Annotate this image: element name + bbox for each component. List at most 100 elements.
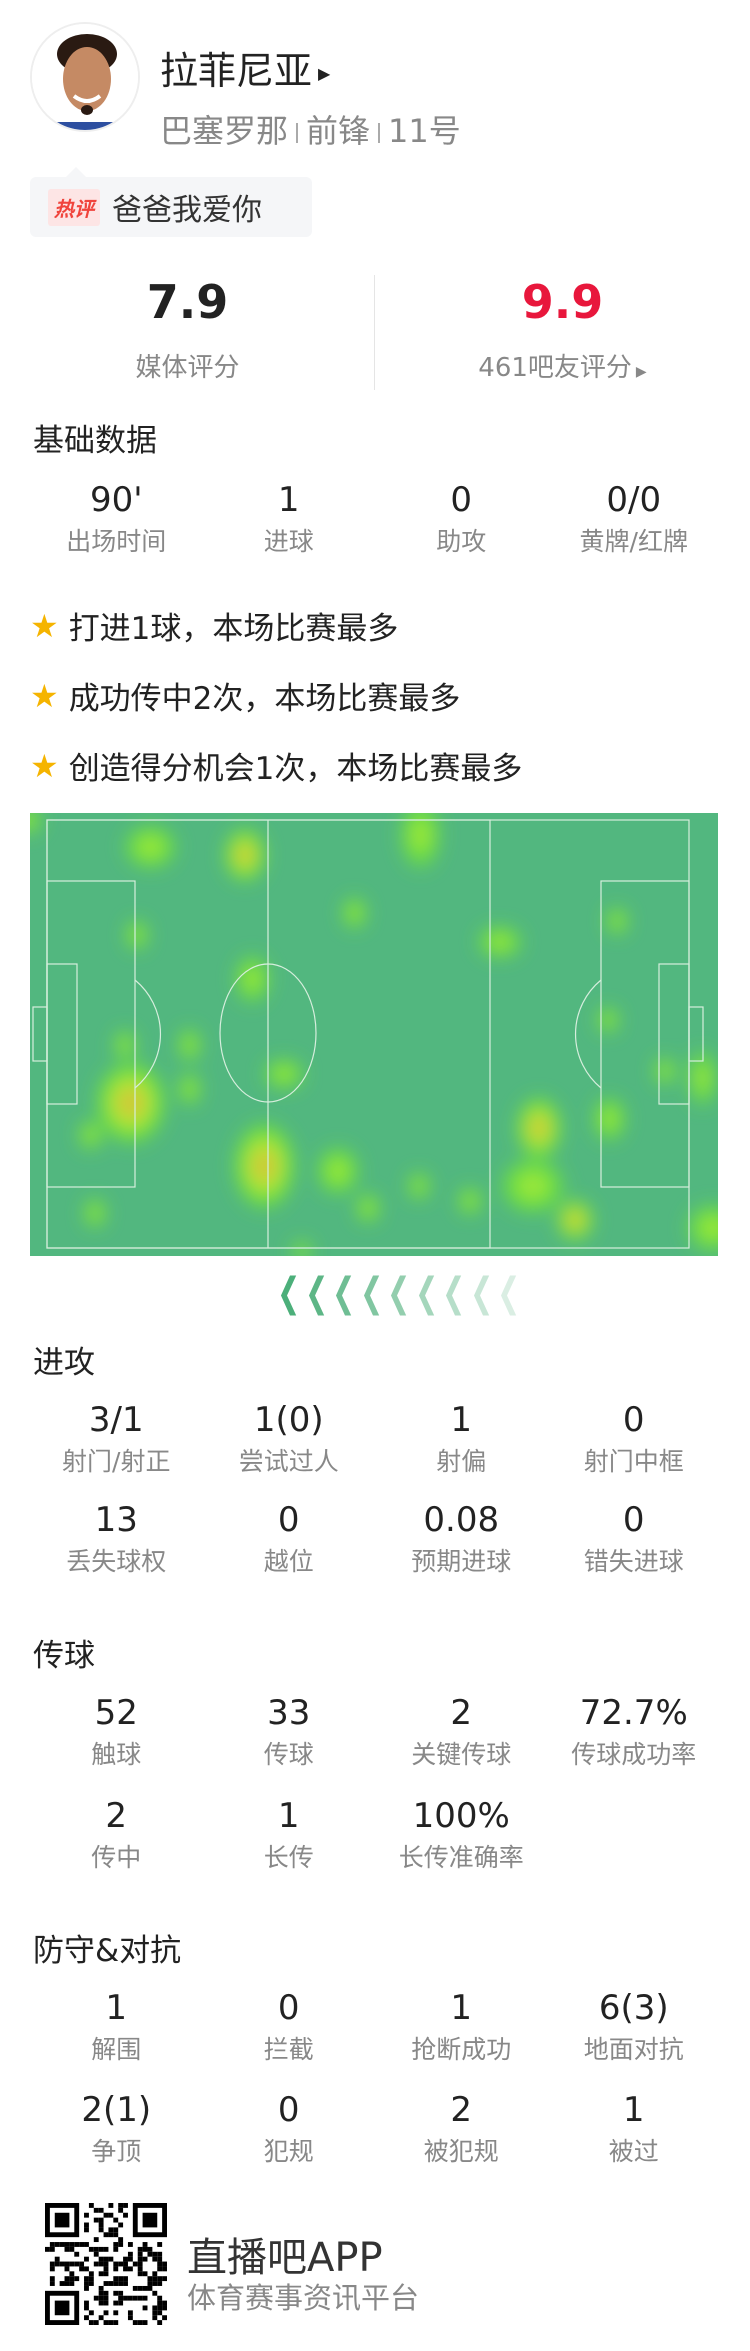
stat-label: 犯规 bbox=[263, 2137, 314, 2166]
fan-rating-label: 461吧友评分 bbox=[478, 353, 632, 383]
chevron-left-icon: ❮ bbox=[497, 1270, 521, 1316]
fan-rating[interactable]: 9.9 461吧友评分 ▶ bbox=[375, 275, 750, 384]
stat-label: 被犯规 bbox=[423, 2137, 499, 2166]
stat-item: 2 被犯规 bbox=[375, 2090, 548, 2168]
heat-spot bbox=[314, 1144, 362, 1198]
stat-item: 0 射门中框 bbox=[548, 1400, 721, 1478]
stat-value: 52 bbox=[94, 1693, 138, 1733]
chevron-left-icon: ❮ bbox=[277, 1270, 301, 1316]
heat-spot bbox=[497, 1155, 569, 1217]
heat-spot bbox=[262, 1057, 306, 1091]
player-name: 拉菲尼亚 bbox=[160, 49, 313, 93]
stat-value: 0 bbox=[277, 2090, 300, 2130]
stat-label: 长传准确率 bbox=[398, 1843, 524, 1872]
stat-value: 2 bbox=[450, 2090, 473, 2130]
heat-spot bbox=[177, 1026, 202, 1064]
media-rating-label: 媒体评分 bbox=[135, 353, 240, 383]
heat-spot bbox=[514, 1095, 564, 1161]
stat-label: 射偏 bbox=[436, 1447, 487, 1476]
heat-spot bbox=[456, 1185, 484, 1217]
heat-spot bbox=[595, 1005, 621, 1035]
position: 前锋 bbox=[306, 112, 371, 150]
stat-item: 1 解围 bbox=[30, 1988, 203, 2066]
stat-item: 1 射偏 bbox=[375, 1400, 548, 1478]
app-slogan: 体育赛事资讯平台 bbox=[187, 2281, 420, 2315]
heat-spot bbox=[354, 1191, 382, 1225]
heat-spot bbox=[223, 826, 267, 884]
stat-item: 72.7% 传球成功率 bbox=[548, 1693, 721, 1771]
section-title-basic: 基础数据 bbox=[33, 423, 157, 459]
stat-value: 2(1) bbox=[81, 2090, 152, 2130]
stat-label: 预期进球 bbox=[411, 1547, 512, 1576]
divider bbox=[296, 123, 299, 143]
fan-rating-value: 9.9 bbox=[521, 275, 604, 329]
heat-spot bbox=[591, 1094, 628, 1144]
stat-value: 1 bbox=[450, 1988, 473, 2028]
stat-item: 33 传球 bbox=[203, 1693, 376, 1771]
stat-value: 90' bbox=[89, 480, 143, 520]
stat-label: 黄牌/红牌 bbox=[579, 527, 688, 556]
stat-item: 1 长传 bbox=[203, 1796, 376, 1874]
stat-label: 解围 bbox=[91, 2035, 142, 2064]
heat-spot bbox=[124, 918, 150, 952]
stat-value: 1 bbox=[450, 1400, 473, 1440]
stat-item: 0 拦截 bbox=[203, 1988, 376, 2066]
hot-comment[interactable]: 热评 爸爸我爱你 bbox=[30, 167, 312, 237]
defense-stats-row: 1 解围 0 拦截 1 抢断成功 6(3) 地面对抗 bbox=[30, 1988, 720, 2066]
stat-value: 3/1 bbox=[88, 1400, 144, 1440]
heat-spot bbox=[398, 813, 443, 873]
chevron-left-icon: ❮ bbox=[304, 1270, 329, 1316]
caret-right-icon: ▶ bbox=[318, 64, 331, 83]
star-icon: ★ bbox=[30, 746, 59, 785]
divider bbox=[378, 123, 381, 143]
stat-value: 0 bbox=[450, 480, 473, 520]
player-avatar[interactable] bbox=[30, 22, 140, 132]
stat-label: 助攻 bbox=[436, 527, 487, 556]
stat-label: 被过 bbox=[608, 2137, 659, 2166]
attack-stats-row: 13 丢失球权 0 越位 0.08 预期进球 0 错失进球 bbox=[30, 1500, 720, 1578]
stat-label: 尝试过人 bbox=[238, 1447, 339, 1476]
heat-spot bbox=[341, 895, 368, 931]
passing-stats-row: 52 触球 33 传球 2 关键传球 72.7% 传球成功率 bbox=[30, 1693, 720, 1771]
highlight-text: 成功传中2次，本场比赛最多 bbox=[68, 681, 461, 717]
stat-value: 1 bbox=[277, 1796, 300, 1836]
stat-label: 争顶 bbox=[91, 2137, 142, 2166]
section-title-attack: 进攻 bbox=[33, 1345, 95, 1381]
chevron-left-icon: ❮ bbox=[359, 1270, 384, 1316]
stat-item: 52 触球 bbox=[30, 1693, 203, 1771]
stat-item: 13 丢失球权 bbox=[30, 1500, 203, 1578]
stat-value: 1 bbox=[622, 2090, 645, 2130]
hot-comment-badge: 热评 bbox=[48, 188, 100, 226]
player-name-link[interactable]: 拉菲尼亚 ▶ bbox=[160, 40, 330, 95]
heat-spot bbox=[121, 822, 180, 872]
chevron-left-icon: ❮ bbox=[414, 1270, 439, 1316]
heat-spot bbox=[475, 924, 525, 960]
stat-item: 0.08 预期进球 bbox=[375, 1500, 548, 1578]
stat-label: 传球 bbox=[263, 1740, 314, 1769]
stat-value: 0 bbox=[622, 1400, 645, 1440]
section-title-defense: 防守&对抗 bbox=[33, 1933, 182, 1969]
heat-spot bbox=[82, 1196, 108, 1230]
stat-value: 6(3) bbox=[598, 1988, 669, 2028]
stat-value: 72.7% bbox=[579, 1693, 688, 1733]
stat-value: 1(0) bbox=[253, 1400, 324, 1440]
shirt-number: 11号 bbox=[388, 112, 461, 150]
stat-label: 触球 bbox=[91, 1740, 142, 1769]
stat-label: 进球 bbox=[263, 527, 314, 556]
heat-spot bbox=[604, 905, 630, 937]
heat-spot bbox=[30, 813, 43, 836]
stat-item: 0 助攻 bbox=[375, 480, 548, 558]
chevron-left-icon: ❮ bbox=[442, 1270, 466, 1316]
stat-label: 传中 bbox=[91, 1843, 142, 1872]
stat-value: 0 bbox=[277, 1988, 300, 2028]
heat-spot bbox=[77, 1118, 104, 1152]
player-info: 巴塞罗那 前锋 11号 bbox=[160, 106, 461, 152]
highlight-item: ★ 创造得分机会1次，本场比赛最多 bbox=[30, 743, 522, 788]
stat-label: 错失进球 bbox=[583, 1547, 684, 1576]
passing-stats-row: 2 传中 1 长传 100% 长传准确率 bbox=[30, 1796, 720, 1874]
stat-item: 0 错失进球 bbox=[548, 1500, 721, 1578]
stat-label: 丢失球权 bbox=[66, 1547, 167, 1576]
stat-item: 2(1) 争顶 bbox=[30, 2090, 203, 2168]
stat-item: 1 被过 bbox=[548, 2090, 721, 2168]
stat-value: 1 bbox=[277, 480, 300, 520]
